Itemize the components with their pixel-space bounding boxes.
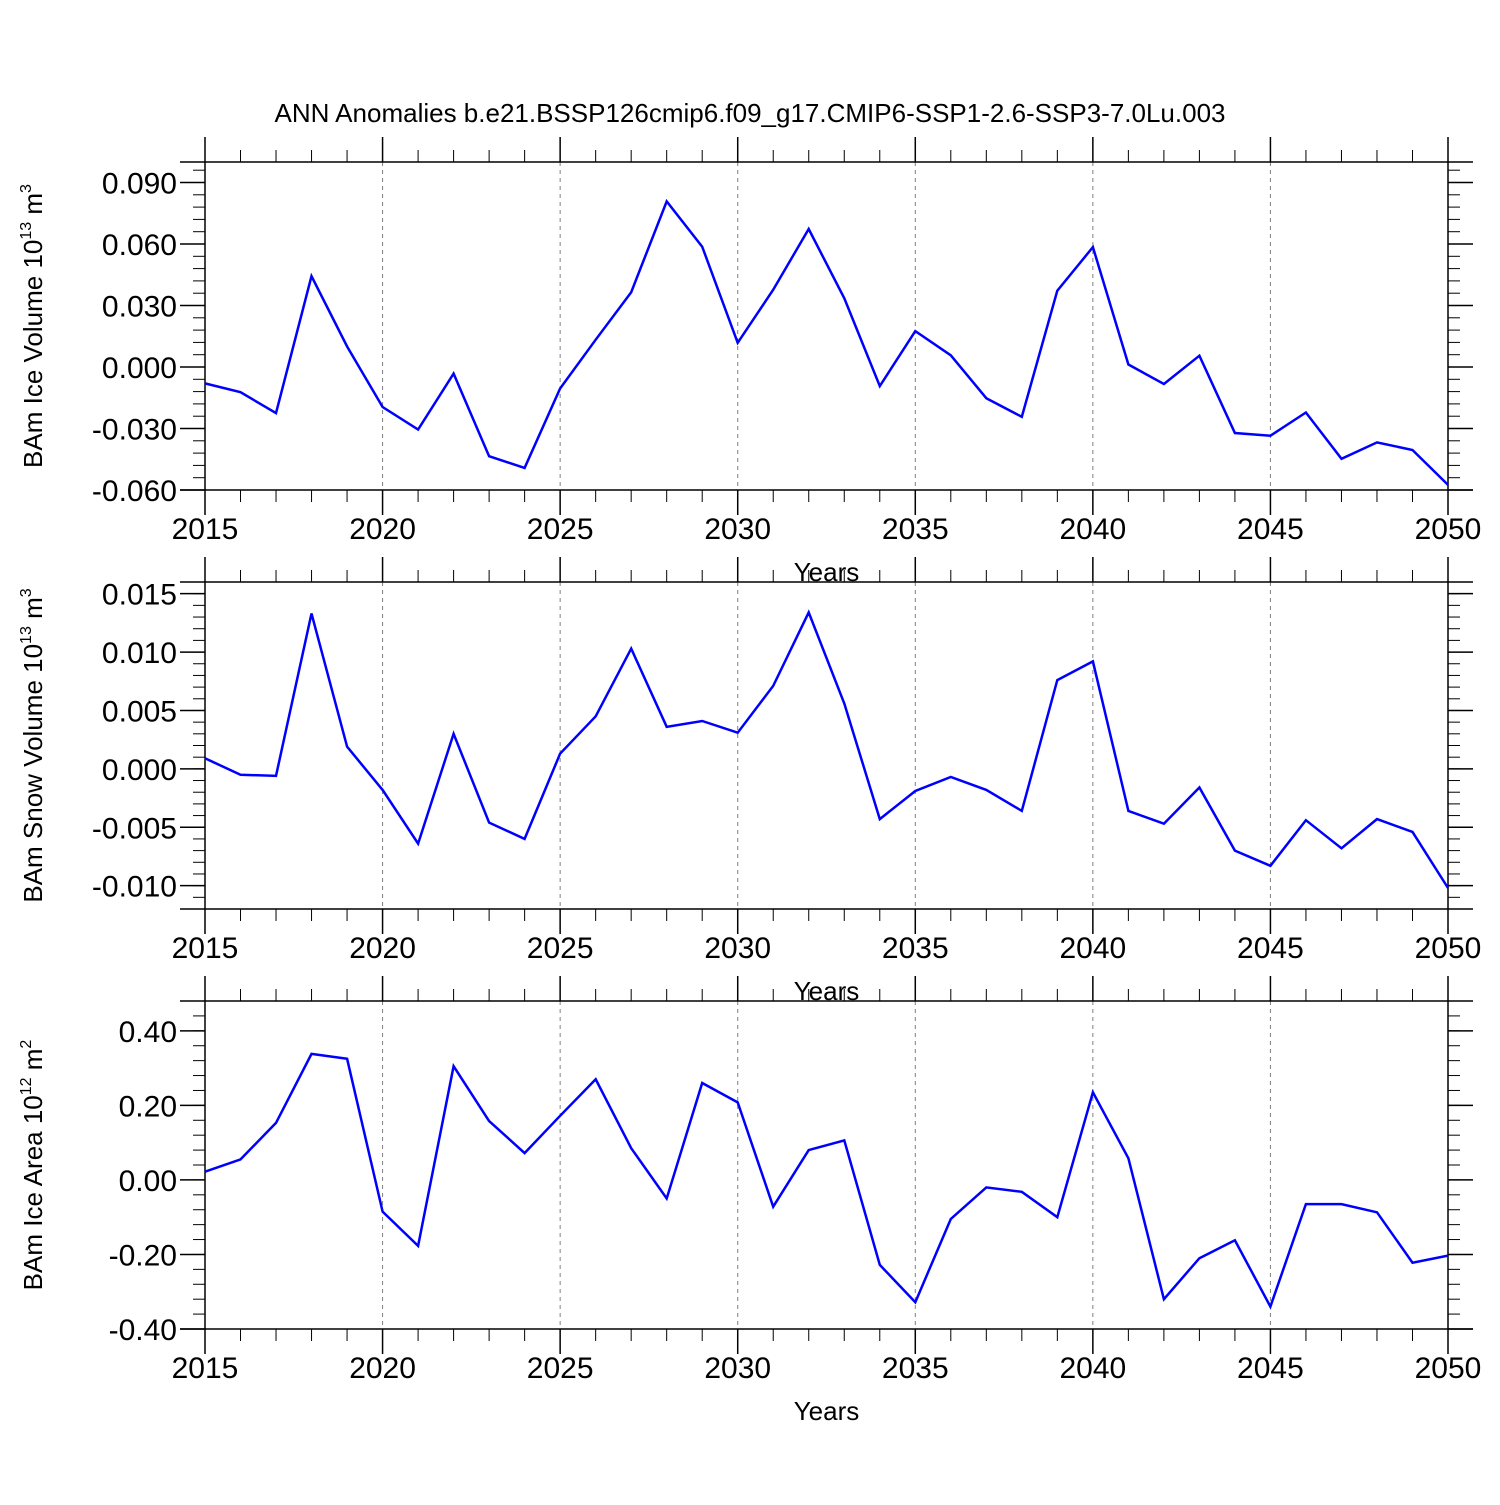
x-tick-label: 2050 <box>1415 513 1482 546</box>
x-tick-label: 2045 <box>1237 932 1304 965</box>
x-tick-label: 2015 <box>172 1352 239 1385</box>
y-tick-label: 0.090 <box>102 168 177 201</box>
x-tick-label: 2035 <box>882 1352 949 1385</box>
x-tick-label: 2015 <box>172 932 239 965</box>
x-tick-label: 2020 <box>349 513 416 546</box>
y-tick-label: 0.20 <box>119 1090 177 1123</box>
x-tick-label: 2025 <box>527 1352 594 1385</box>
y-tick-label: -0.010 <box>92 871 177 904</box>
y-axis-label-text: BAm Snow Volume 10 <box>18 644 48 903</box>
x-tick-label: 2025 <box>527 932 594 965</box>
x-tick-label: 2050 <box>1415 932 1482 965</box>
y-axis-label-text: BAm Ice Area 10 <box>18 1095 48 1290</box>
y-tick-label: 0.030 <box>102 291 177 324</box>
y-axis-label: BAm Snow Volume 1013 m3 <box>18 588 48 902</box>
x-tick-label: 2020 <box>349 1352 416 1385</box>
x-tick-label: 2015 <box>172 513 239 546</box>
x-tick-label: 2045 <box>1237 513 1304 546</box>
y-tick-label: -0.060 <box>92 475 177 508</box>
y-axis-label-unit: m <box>18 597 48 626</box>
x-tick-label: 2050 <box>1415 1352 1482 1385</box>
chart-panel-1: 0.090 0.060 0.030 0.000 -0.030 -0.060 2015 2020… <box>18 137 1481 587</box>
y-axis-label: BAm Ice Volume 1013 m3 <box>18 184 48 468</box>
y-axis-label-unit-exp: 3 <box>18 588 35 597</box>
x-tick-label: 2030 <box>704 1352 771 1385</box>
x-tick-label: 2035 <box>882 932 949 965</box>
y-axis-label-unit: m <box>18 1049 48 1078</box>
y-tick-label: -0.005 <box>92 812 177 845</box>
y-tick-label: -0.40 <box>109 1314 177 1347</box>
x-tick-label: 2045 <box>1237 1352 1304 1385</box>
series-line <box>205 612 1448 888</box>
x-tick-label: 2035 <box>882 513 949 546</box>
y-axis-label-unit: m <box>18 193 48 222</box>
x-axis-label: Years <box>794 1396 860 1426</box>
y-tick-label: -0.20 <box>109 1239 177 1272</box>
x-tick-label: 2030 <box>704 513 771 546</box>
x-tick-label: 2030 <box>704 932 771 965</box>
y-axis-label-exp: 12 <box>18 1077 35 1095</box>
series-line <box>205 201 1448 485</box>
y-axis-label-text: BAm Ice Volume 10 <box>18 240 48 468</box>
y-axis-label-unit-exp: 3 <box>18 184 35 193</box>
y-tick-label: 0.40 <box>119 1016 177 1049</box>
y-tick-label: 0.005 <box>102 695 177 728</box>
y-axis-label-unit-exp: 2 <box>18 1040 35 1049</box>
y-tick-label: 0.000 <box>102 754 177 787</box>
x-tick-label: 2020 <box>349 932 416 965</box>
y-tick-label: 0.015 <box>102 579 177 612</box>
figure-title: ANN Anomalies b.e21.BSSP126cmip6.f09_g17… <box>0 98 1500 129</box>
x-tick-label: 2040 <box>1059 513 1126 546</box>
chart-panel-2: 0.015 0.010 0.005 0.000 -0.005 -0.010 2015 2020… <box>18 557 1481 1006</box>
x-tick-label: 2025 <box>527 513 594 546</box>
y-tick-label: 0.000 <box>102 352 177 385</box>
y-axis-label-exp: 13 <box>18 222 35 240</box>
y-tick-label: 0.060 <box>102 229 177 262</box>
y-tick-label: -0.030 <box>92 414 177 447</box>
x-tick-label: 2040 <box>1059 932 1126 965</box>
chart-panel-3: 0.40 0.20 0.00 -0.20 -0.40 2015 2020 2025 2030 20… <box>18 976 1481 1426</box>
y-tick-label: 0.00 <box>119 1165 177 1198</box>
series-line <box>205 1054 1448 1307</box>
y-axis-label-exp: 13 <box>18 626 35 644</box>
y-tick-label: 0.010 <box>102 637 177 670</box>
x-tick-label: 2040 <box>1059 1352 1126 1385</box>
y-axis-label: BAm Ice Area 1012 m2 <box>18 1040 48 1291</box>
